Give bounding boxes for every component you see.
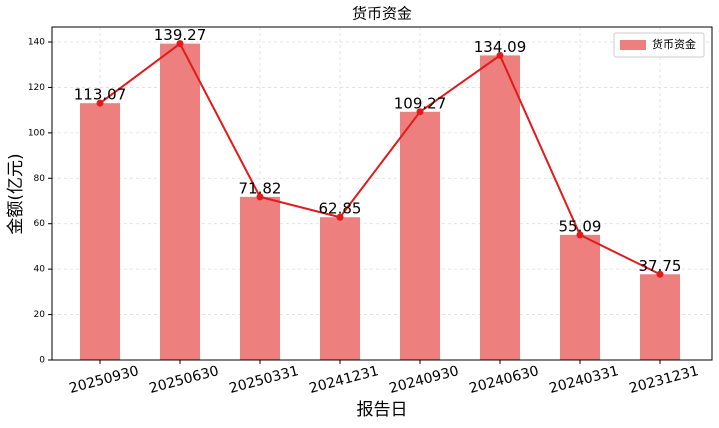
trend-point — [576, 231, 584, 239]
bar — [400, 111, 440, 360]
y-tick-label: 40 — [34, 265, 46, 275]
chart-title: 货币资金 — [352, 5, 412, 23]
y-tick-label: 80 — [34, 174, 46, 184]
data-label: 55.09 — [559, 217, 602, 235]
data-label: 134.09 — [474, 38, 527, 56]
data-label: 37.75 — [639, 257, 682, 275]
x-tick-label: 20231231 — [628, 363, 701, 397]
y-tick-label: 60 — [34, 219, 46, 229]
x-axis-label: 报告日 — [357, 400, 408, 420]
trend-line — [99, 42, 661, 276]
x-tick-label: 20250331 — [228, 363, 301, 397]
trend-point — [96, 99, 104, 107]
x-tick-label: 20250930 — [68, 363, 141, 397]
trend-point — [336, 213, 344, 221]
bar — [480, 55, 520, 361]
y-tick-label: 100 — [28, 128, 45, 138]
trend-point — [256, 193, 264, 201]
legend-swatch — [620, 40, 646, 50]
x-tick-label: 20240630 — [468, 363, 541, 397]
data-label: 139.27 — [154, 26, 207, 44]
legend: 货币资金 — [613, 32, 705, 58]
trend-point — [176, 40, 184, 48]
trend-point — [496, 51, 504, 59]
bar — [240, 196, 280, 360]
x-tick-label: 20240331 — [548, 363, 621, 397]
trend-point — [416, 108, 424, 116]
y-tick-label: 0 — [39, 356, 45, 366]
trend-point — [656, 270, 664, 278]
data-label: 62.85 — [319, 200, 362, 218]
data-label: 113.07 — [74, 86, 127, 104]
plot-frame — [51, 26, 713, 361]
bar — [560, 234, 600, 360]
data-label: 71.82 — [239, 179, 282, 197]
bar — [80, 103, 120, 360]
x-tick-label: 20250630 — [148, 363, 221, 397]
legend-box — [613, 32, 705, 58]
x-tick-label: 20241231 — [308, 363, 381, 397]
bar — [320, 217, 360, 360]
x-tick-label: 20240930 — [388, 363, 461, 397]
y-tick-label: 20 — [34, 310, 46, 320]
legend-label: 货币资金 — [652, 37, 696, 51]
bar — [160, 43, 200, 361]
y-tick-label: 120 — [28, 83, 45, 93]
data-label: 109.27 — [394, 94, 447, 112]
y-tick-label: 140 — [28, 37, 45, 47]
bar — [640, 274, 680, 360]
y-axis-label: 金额(亿元) — [6, 153, 26, 234]
